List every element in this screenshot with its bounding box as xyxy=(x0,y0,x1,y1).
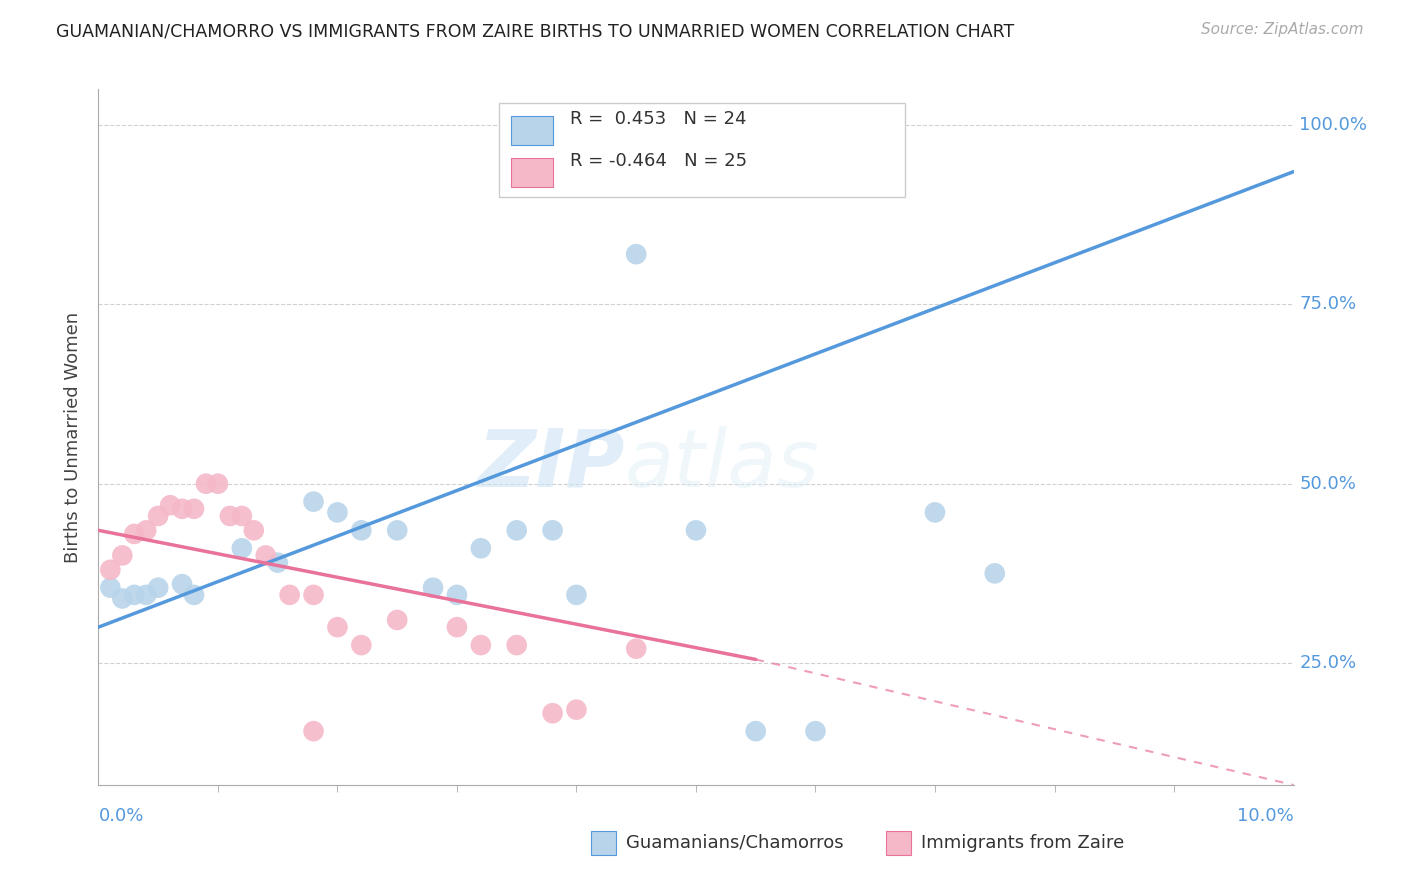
Point xyxy=(350,638,373,652)
Point xyxy=(541,706,564,721)
Point xyxy=(98,581,122,595)
Text: R =  0.453   N = 24: R = 0.453 N = 24 xyxy=(571,110,747,128)
Text: 25.0%: 25.0% xyxy=(1299,654,1357,672)
Bar xyxy=(510,158,553,186)
Point xyxy=(326,620,349,634)
Point xyxy=(506,524,529,538)
Bar xyxy=(510,116,553,145)
Point xyxy=(924,505,946,519)
Point xyxy=(385,613,409,627)
Text: ZIP: ZIP xyxy=(477,425,624,504)
Point xyxy=(745,724,768,739)
Point xyxy=(326,505,349,519)
Point xyxy=(422,581,444,595)
Text: atlas: atlas xyxy=(624,425,820,504)
Point xyxy=(254,549,277,563)
Point xyxy=(446,620,468,634)
Text: GUAMANIAN/CHAMORRO VS IMMIGRANTS FROM ZAIRE BIRTHS TO UNMARRIED WOMEN CORRELATIO: GUAMANIAN/CHAMORRO VS IMMIGRANTS FROM ZA… xyxy=(56,22,1015,40)
Point xyxy=(506,638,529,652)
Point xyxy=(302,724,325,739)
Point xyxy=(148,581,170,595)
Point xyxy=(124,588,146,602)
Point xyxy=(219,508,242,523)
Point xyxy=(350,524,373,538)
Point xyxy=(183,588,205,602)
Text: 50.0%: 50.0% xyxy=(1299,475,1357,492)
Text: Guamanians/Chamorros: Guamanians/Chamorros xyxy=(626,834,844,852)
Point xyxy=(624,641,647,656)
Point xyxy=(385,524,409,538)
Point xyxy=(231,508,253,523)
Point xyxy=(124,527,146,541)
Point xyxy=(541,524,564,538)
Point xyxy=(267,556,290,570)
Point xyxy=(135,524,157,538)
Point xyxy=(278,588,301,602)
Point xyxy=(98,563,122,577)
Text: 100.0%: 100.0% xyxy=(1299,116,1368,134)
Point xyxy=(983,566,1005,581)
Point xyxy=(624,247,647,261)
Text: Source: ZipAtlas.com: Source: ZipAtlas.com xyxy=(1201,22,1364,37)
Point xyxy=(565,157,588,171)
Text: R = -0.464   N = 25: R = -0.464 N = 25 xyxy=(571,152,748,169)
Point xyxy=(194,476,218,491)
Point xyxy=(111,549,134,563)
Point xyxy=(183,501,205,516)
Point xyxy=(207,476,229,491)
Point xyxy=(470,541,492,556)
Point xyxy=(565,588,588,602)
Point xyxy=(565,703,588,717)
Point xyxy=(470,638,492,652)
Text: Immigrants from Zaire: Immigrants from Zaire xyxy=(921,834,1125,852)
Point xyxy=(231,541,253,556)
Point xyxy=(804,724,827,739)
Point xyxy=(302,494,325,508)
Point xyxy=(111,591,134,606)
Point xyxy=(446,588,468,602)
Point xyxy=(302,588,325,602)
Text: 10.0%: 10.0% xyxy=(1237,807,1294,825)
Point xyxy=(172,577,194,591)
Point xyxy=(135,588,157,602)
Point xyxy=(159,498,181,512)
FancyBboxPatch shape xyxy=(499,103,905,197)
Point xyxy=(685,524,707,538)
Text: 0.0%: 0.0% xyxy=(98,807,143,825)
Point xyxy=(243,524,266,538)
Y-axis label: Births to Unmarried Women: Births to Unmarried Women xyxy=(65,311,83,563)
Text: 75.0%: 75.0% xyxy=(1299,295,1357,313)
Point xyxy=(148,508,170,523)
Point xyxy=(172,501,194,516)
